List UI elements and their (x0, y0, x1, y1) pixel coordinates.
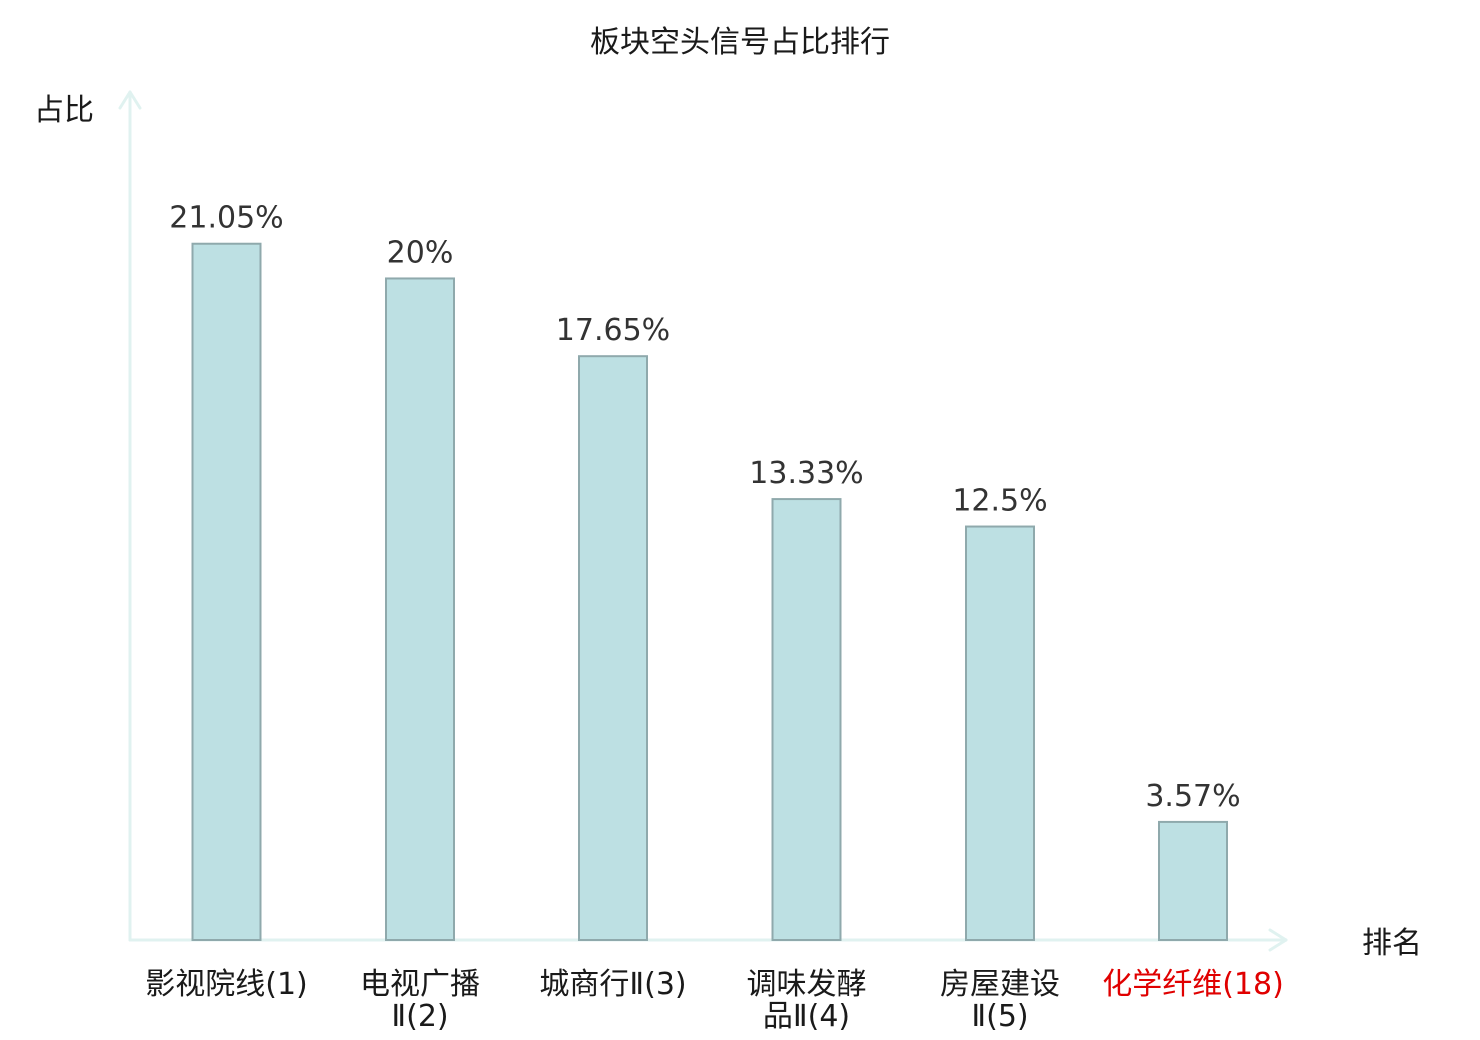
y-axis-arrowhead (118, 90, 142, 110)
bar-2 (385, 277, 455, 941)
bars-group (191, 242, 1228, 942)
x-axis-label: 排名 (1362, 926, 1422, 961)
value-label-2: 20% (387, 235, 454, 270)
y-axis-label: 占比 (34, 93, 94, 128)
bar-4 (771, 498, 842, 941)
category-label-5-line-2: Ⅱ(5) (971, 999, 1028, 1034)
bar-5 (965, 525, 1035, 941)
category-label-1: 影视院线(1) (145, 967, 308, 1002)
bar-3 (578, 355, 648, 941)
category-label-3-line-1: 城商行Ⅱ(3) (539, 967, 686, 1002)
x-axis-arrowhead (1268, 928, 1288, 952)
chart-title: 板块空头信号占比排行 (590, 25, 890, 60)
bar-1 (191, 242, 262, 941)
category-label-4-line-2: 品Ⅱ(4) (763, 999, 850, 1034)
category-label-5: 房屋建设 Ⅱ(5) (940, 967, 1060, 1034)
value-label-3: 17.65% (556, 313, 670, 348)
category-label-3: 城商行Ⅱ(3) (539, 967, 686, 1002)
category-label-6: 化学纤维(18) (1102, 967, 1284, 1002)
category-labels-group: 影视院线(1) 电视广播 Ⅱ(2) 城商行Ⅱ(3) 调味发酵品Ⅱ(4) 房屋建设 Ⅱ(5) 化… (145, 967, 1284, 1034)
bar-6 (1158, 820, 1228, 942)
axes (118, 90, 1288, 952)
value-labels-group: 21.05% 20% 17.65% 13.33% 12.5% 3.57% (169, 201, 1240, 814)
category-label-2-line-2: Ⅱ(2) (391, 999, 448, 1034)
category-label-2-line-1: 电视广播 (360, 967, 480, 1002)
category-label-4: 调味发酵品Ⅱ(4) (747, 967, 867, 1034)
category-label-4-line-1: 调味发酵 (747, 967, 867, 1002)
value-label-4: 13.33% (749, 456, 863, 491)
value-label-6: 3.57% (1145, 779, 1240, 814)
category-label-2: 电视广播 Ⅱ(2) (360, 967, 480, 1034)
category-label-5-line-1: 房屋建设 (940, 967, 1060, 1002)
value-label-1: 21.05% (169, 201, 283, 236)
category-label-6-line-1: 化学纤维(18) (1102, 967, 1284, 1002)
category-label-1-line-1: 影视院线(1) (145, 967, 308, 1002)
value-label-5: 12.5% (952, 484, 1047, 519)
